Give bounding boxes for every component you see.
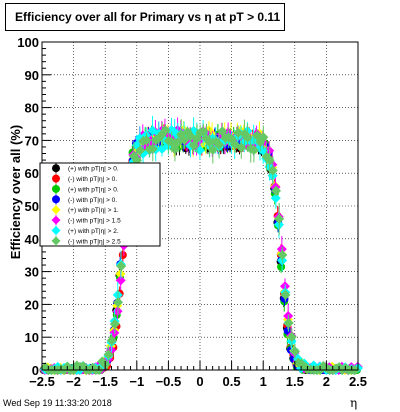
data-point xyxy=(236,142,247,153)
data-point xyxy=(270,193,281,204)
x-tick-label: −0.5 xyxy=(156,374,182,389)
legend-label: (-) with pT|η| > 0. xyxy=(68,176,117,183)
legend-label: (+) with pT|η| > 2. xyxy=(68,228,119,235)
x-axis-title: η xyxy=(350,396,358,410)
legend-marker xyxy=(51,205,61,215)
legend-label: (+) with pT|η| > 1. xyxy=(68,207,119,214)
legend-box xyxy=(39,162,161,247)
data-point xyxy=(109,319,120,330)
data-point xyxy=(258,132,269,143)
x-tick-label: 0 xyxy=(196,374,203,389)
data-point xyxy=(214,139,225,150)
legend-marker xyxy=(52,195,60,204)
legend-label: (-) with pT|η| > 2.5 xyxy=(68,238,121,245)
data-point xyxy=(135,145,146,156)
y-tick-label: 60 xyxy=(25,166,39,181)
data-point xyxy=(113,297,124,308)
legend-marker xyxy=(51,225,61,235)
data-point xyxy=(217,126,228,137)
legend-marker xyxy=(52,174,60,183)
data-point xyxy=(271,185,282,196)
footer-timestamp: Wed Sep 19 11:33:20 2018 xyxy=(3,398,112,408)
y-tick-label: 40 xyxy=(25,232,39,247)
data-point xyxy=(277,262,286,271)
series-2 xyxy=(40,124,361,374)
data-point xyxy=(233,127,244,138)
axes: −2.5 −2 −1.5 −1 −0.5 0 0.5 1 1.5 2 2.5 0 10 20 30 40 50 6… xyxy=(17,35,367,389)
legend-label: (-) with pT|η| > 1.5 xyxy=(68,218,121,225)
data-point xyxy=(277,250,288,261)
data-point xyxy=(207,144,218,155)
y-tick-label: 100 xyxy=(17,35,39,50)
data-point xyxy=(166,136,177,147)
y-tick-label: 80 xyxy=(25,101,39,116)
x-tick-label: 2 xyxy=(323,374,330,389)
x-tick-label: 1.5 xyxy=(286,374,304,389)
y-tick-label: 70 xyxy=(25,133,39,148)
x-tick-label: 2.5 xyxy=(349,374,367,389)
chart-title: Efficiency over all for Primary vs η at … xyxy=(5,3,285,31)
y-tick-label: 90 xyxy=(25,68,39,83)
data-point xyxy=(160,125,171,136)
legend-label: (-) with pT|η| > 0. xyxy=(68,197,117,204)
legend-marker xyxy=(52,164,60,173)
series-4 xyxy=(39,120,363,375)
y-tick-label: 20 xyxy=(25,297,39,312)
data-point xyxy=(274,213,285,224)
x-tick-label: 0.5 xyxy=(223,374,241,389)
x-tick-label: −2 xyxy=(66,374,81,389)
legend-label: (+) with pT|η| > 0. xyxy=(68,166,119,173)
legend-marker xyxy=(51,215,61,225)
data-point xyxy=(141,135,152,146)
data-point xyxy=(264,155,275,166)
data-point xyxy=(242,132,253,143)
data-point xyxy=(106,335,117,346)
data-point xyxy=(267,165,278,176)
y-tick-label: 50 xyxy=(25,199,39,214)
data-point xyxy=(248,145,259,156)
legend-marker xyxy=(51,236,61,246)
data-point xyxy=(103,349,114,360)
data-point xyxy=(147,143,158,154)
data-point xyxy=(280,289,291,300)
data-point xyxy=(289,346,300,357)
data-point xyxy=(198,126,209,137)
data-point xyxy=(286,331,297,342)
y-tick-label: 0 xyxy=(32,363,39,378)
x-tick-label: −1.5 xyxy=(92,374,118,389)
x-tick-label: −2.5 xyxy=(29,374,55,389)
legend-marker xyxy=(52,184,60,193)
x-tick-label: −1 xyxy=(129,374,144,389)
legend-label: (+) with pT|η| > 0. xyxy=(68,186,119,193)
data-point xyxy=(179,135,190,146)
y-tick-label: 10 xyxy=(25,330,39,345)
legend: (+) with pT|η| > 0. (-) with pT|η| > 0. (+… xyxy=(39,162,161,247)
data-point xyxy=(283,318,294,329)
data-point xyxy=(276,244,287,255)
x-tick-label: 1 xyxy=(260,374,267,389)
y-axis-title: Efficiency over all (%) xyxy=(8,125,23,259)
data-point xyxy=(116,261,127,272)
y-tick-label: 30 xyxy=(25,265,39,280)
data-point xyxy=(204,137,215,148)
